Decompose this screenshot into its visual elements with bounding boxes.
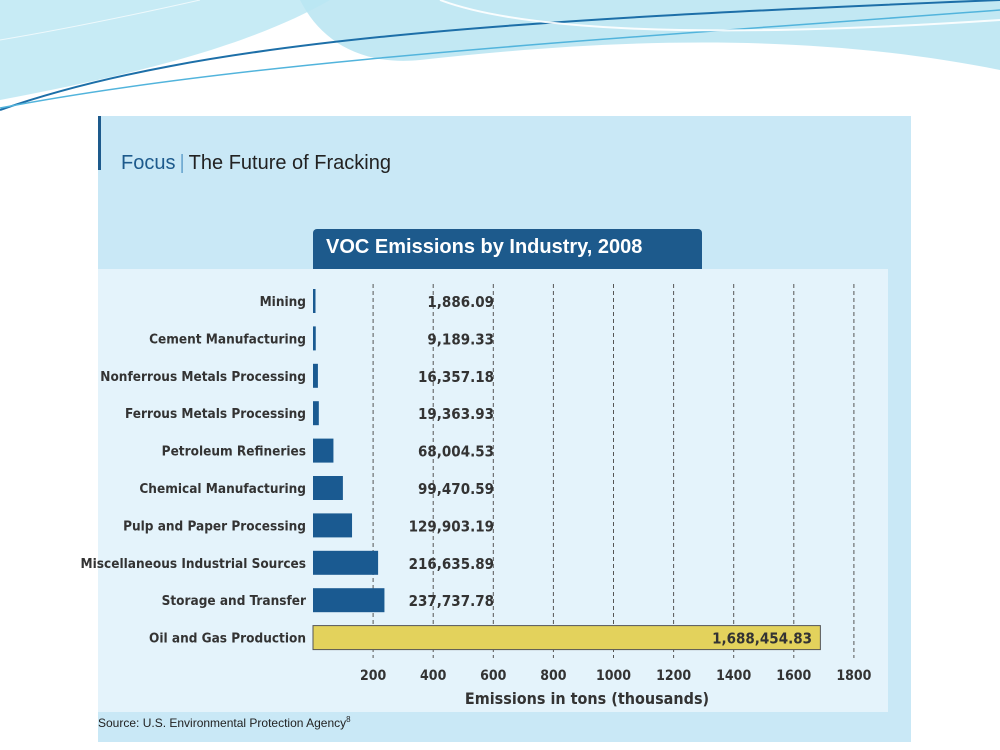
bar-1 [313,326,316,351]
value-label: 99,470.59 [418,480,494,498]
chart-title-tab [313,229,702,269]
value-label: 129,903.19 [409,517,494,535]
x-axis-title: Emissions in tons (thousands) [465,689,709,708]
x-tick-label: 200 [360,668,387,684]
bar-2 [313,363,318,388]
category-label: Petroleum Refineries [162,444,306,460]
category-label: Cement Manufacturing [149,331,306,347]
x-tick-label: 400 [420,668,447,684]
bar-0 [313,289,316,313]
category-label: Nonferrous Metals Processing [100,369,306,385]
x-tick-label: 1400 [716,668,751,684]
x-tick-label: 600 [480,668,507,684]
bar-3 [313,401,319,426]
source-text: Source: U.S. Environmental Protection Ag… [98,716,347,730]
labels: 200 400 600 800 1000 1200 1400 1600 1800 Mining 1,… [81,293,872,708]
category-label: Pulp and Paper Processing [123,518,306,534]
x-tick-label: 800 [540,668,567,684]
category-label: Oil and Gas Production [149,631,306,647]
focus-label: Focus [121,152,176,174]
value-label: 9,189.33 [427,330,494,348]
x-tick-label: 1000 [596,668,631,684]
section-heading: Focus | The Future of Fracking [121,152,391,175]
bar-4 [313,438,334,463]
value-label: 19,363.93 [418,405,494,423]
category-label: Mining [260,294,306,310]
value-label: 1,886.09 [427,293,494,311]
bar-9 [312,625,821,651]
value-label: 68,004.53 [418,443,494,461]
x-tick-label: 1800 [836,668,871,684]
value-label: 1,688,454.83 [712,630,812,648]
value-label: 237,737.78 [409,592,494,610]
value-label: 216,635.89 [409,555,494,573]
category-label: Chemical Manufacturing [139,481,306,497]
heading-separator: | [179,152,185,174]
bar-5 [313,476,343,500]
slide-header-wave-decoration [0,0,1000,111]
chart-title: VOC Emissions by Industry, 2008 [326,236,643,258]
bar-8 [313,588,385,613]
heading-subtitle: The Future of Fracking [188,152,391,174]
x-tick-label: 1600 [776,668,811,684]
category-label: Ferrous Metals Processing [125,406,306,422]
x-tick-label: 1200 [656,668,691,684]
bar-7 [313,550,379,575]
source-note: Source: U.S. Environmental Protection Ag… [98,715,351,730]
panel-accent-rule [98,116,101,170]
category-label: Miscellaneous Industrial Sources [81,556,306,572]
category-label: Storage and Transfer [162,593,306,609]
value-label: 16,357.18 [418,368,494,386]
bars [312,289,821,651]
bar-6 [313,513,353,538]
source-footnote-mark: 8 [346,715,351,724]
